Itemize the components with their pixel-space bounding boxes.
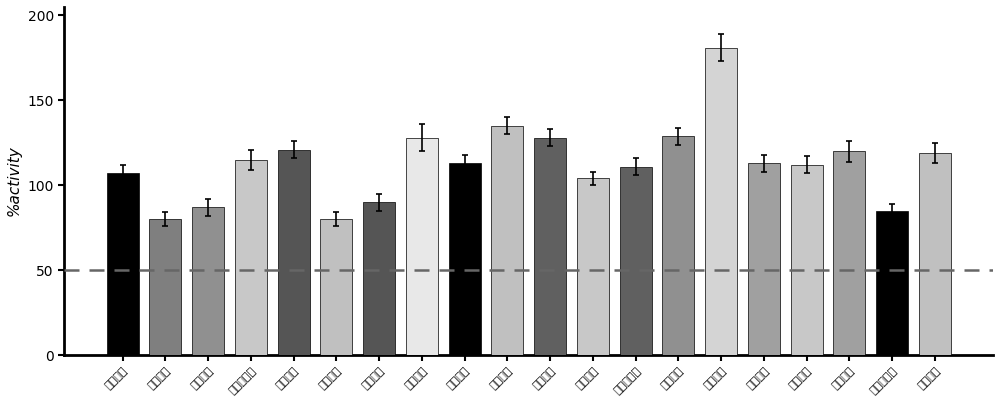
Bar — [620, 166, 652, 355]
Bar — [192, 208, 224, 355]
Bar — [833, 151, 865, 355]
Bar — [791, 165, 823, 355]
Bar — [748, 163, 780, 355]
Bar — [406, 138, 438, 355]
Bar — [876, 211, 908, 355]
Bar — [577, 179, 609, 355]
Bar — [235, 160, 267, 355]
Bar — [662, 136, 694, 355]
Bar — [919, 153, 951, 355]
Bar — [705, 48, 737, 355]
Bar — [363, 202, 395, 355]
Bar — [449, 163, 481, 355]
Bar — [107, 173, 139, 355]
Bar — [534, 138, 566, 355]
Bar — [149, 219, 181, 355]
Bar — [491, 126, 523, 355]
Y-axis label: %activity: %activity — [7, 145, 22, 216]
Bar — [320, 219, 352, 355]
Bar — [278, 150, 310, 355]
